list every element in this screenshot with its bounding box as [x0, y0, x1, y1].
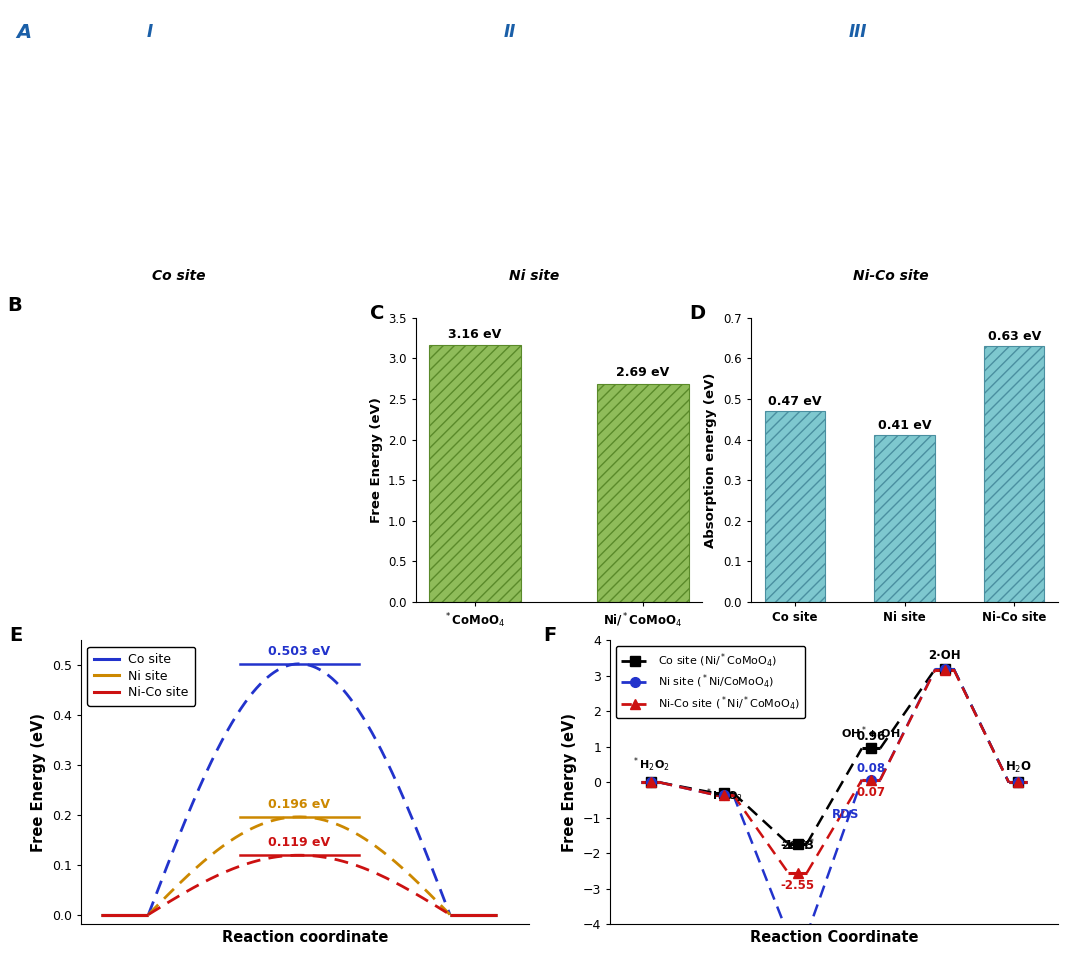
Text: E: E [10, 626, 23, 645]
Text: 2.69 eV: 2.69 eV [617, 367, 670, 379]
Text: 0.41 eV: 0.41 eV [878, 419, 931, 432]
Text: 0.07: 0.07 [856, 786, 886, 799]
Text: 0.196 eV: 0.196 eV [268, 798, 330, 811]
Text: B: B [8, 296, 22, 315]
Text: RDS: RDS [832, 808, 859, 820]
Bar [875, 435, 934, 602]
Bar [429, 346, 522, 602]
Text: 0.119 eV: 0.119 eV [268, 836, 330, 849]
Text: 0.47 eV: 0.47 eV [768, 395, 822, 408]
Text: F: F [543, 626, 556, 645]
Legend: Co site, Ni site, Ni-Co site: Co site, Ni site, Ni-Co site [87, 646, 195, 706]
Text: OH$^*$+·OH: OH$^*$+·OH [841, 724, 901, 741]
Text: 3.16 eV: 3.16 eV [448, 328, 501, 341]
Y-axis label: Free Energy (eV): Free Energy (eV) [369, 397, 382, 523]
Y-axis label: Free Energy (eV): Free Energy (eV) [563, 713, 577, 852]
Y-axis label: Absorption energy (eV): Absorption energy (eV) [704, 372, 717, 548]
Text: 0.96: 0.96 [856, 730, 886, 743]
Text: -2.55: -2.55 [781, 879, 814, 892]
Bar [596, 383, 689, 602]
Text: III: III [849, 23, 867, 40]
Text: 2·OH: 2·OH [928, 649, 961, 663]
Text: 0.63 eV: 0.63 eV [987, 330, 1041, 343]
Y-axis label: Free Energy (eV): Free Energy (eV) [31, 713, 46, 852]
Text: 2OH$^*$: 2OH$^*$ [781, 837, 814, 853]
Text: C: C [370, 303, 384, 323]
Legend: Co site (Ni/$^*$CoMoO$_4$), Ni site ($^*$Ni/CoMoO$_4$), Ni-Co site ($^*$Ni/$^*$C: Co site (Ni/$^*$CoMoO$_4$), Ni site ($^*… [616, 646, 806, 718]
Text: Ni site: Ni site [510, 269, 559, 282]
Text: $^*$H$_2$O$_2$: $^*$H$_2$O$_2$ [632, 755, 670, 773]
Bar [765, 411, 825, 602]
X-axis label: Reaction Coordinate: Reaction Coordinate [750, 930, 919, 945]
Text: H$_2$O: H$_2$O [1004, 760, 1031, 774]
Text: -1.73: -1.73 [781, 839, 814, 851]
X-axis label: Reaction coordinate: Reaction coordinate [221, 930, 389, 945]
Text: Co site: Co site [151, 269, 205, 282]
Text: $^*$H$_2$O$_2$: $^*$H$_2$O$_2$ [705, 787, 743, 805]
Bar [984, 346, 1044, 602]
Text: 0.08: 0.08 [856, 762, 886, 774]
Text: II: II [503, 23, 515, 40]
Text: Ni-Co site: Ni-Co site [853, 269, 929, 282]
Text: I: I [147, 23, 153, 40]
Text: 0.503 eV: 0.503 eV [268, 645, 330, 658]
Text: D: D [689, 303, 705, 323]
Text: A: A [16, 23, 31, 41]
